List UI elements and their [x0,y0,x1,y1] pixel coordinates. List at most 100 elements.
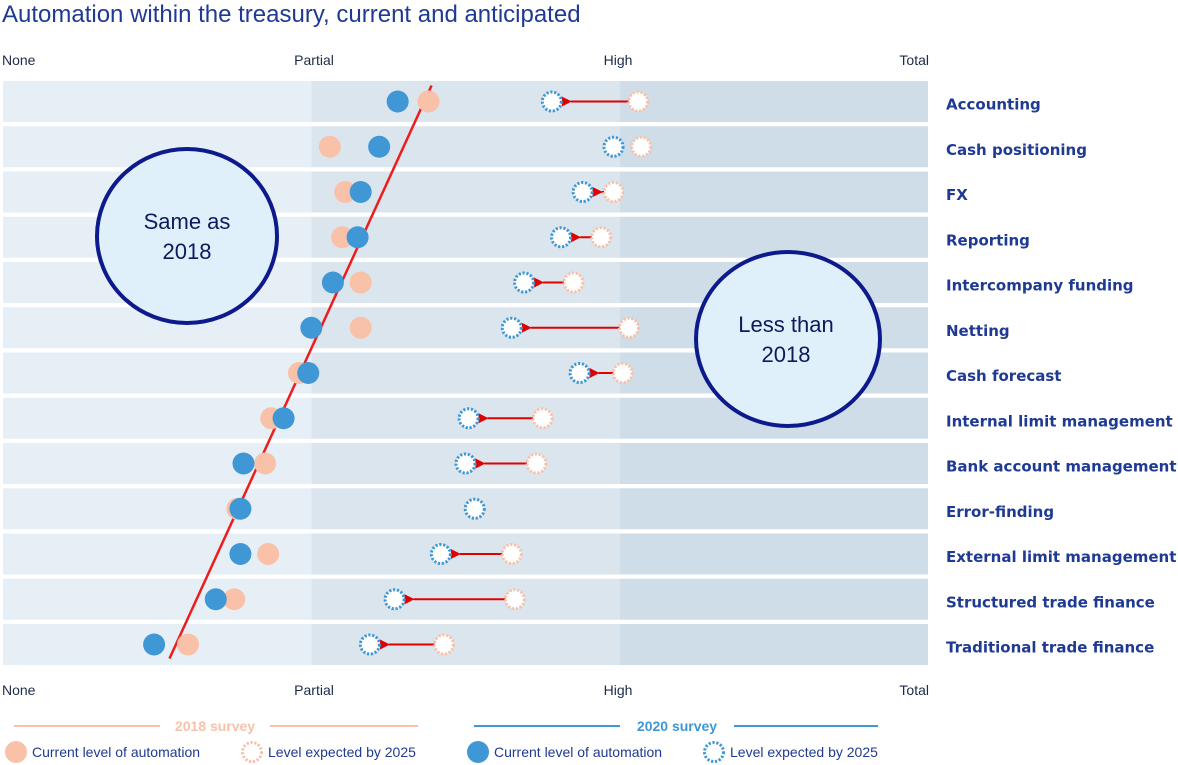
point-2018-current-structured-trade-finance [223,588,246,611]
category-label-cash-forecast: Cash forecast [946,367,1061,385]
bottom-axis-label-partial: Partial [294,682,334,698]
category-label-intercompany-funding: Intercompany funding [946,277,1134,295]
point-2020-current-bank-account-management [232,452,255,475]
same-as-2018-bubble: Same as 2018 [95,147,279,325]
point-2018-expected-fx [602,181,625,203]
row-band-high-total-error-finding [619,488,928,530]
legend-2018-expected-label: Level expected by 2025 [268,744,416,760]
same-as-2018-ellipse [95,147,279,325]
category-label-bank-account-management: Bank account management [946,458,1177,476]
point-2018-expected-cash-positioning [630,135,653,158]
point-2018-expected-traditional-trade-finance [432,633,455,656]
point-2018-expected-cash-forecast [611,362,634,384]
row-band-high-total-traditional-trade-finance [619,624,928,665]
point-2020-current-error-finding [229,497,252,520]
category-label-netting: Netting [946,322,1010,340]
row-band-partial-high-traditional-trade-finance [311,624,620,665]
point-2020-current-external-limit-management [229,543,252,565]
top-axis-label-total: Total [899,52,929,68]
point-2020-expected-structured-trade-finance [383,588,406,611]
legend-2020-heading: 2020 survey [637,718,717,734]
point-2018-current-external-limit-management [257,543,280,565]
point-2018-expected-structured-trade-finance [503,588,526,611]
legend-2020-expected-swatch [703,741,725,763]
legend-2018-current-swatch [5,741,27,763]
same-as-2018-line1: Same as [144,209,231,234]
point-2020-current-fx [349,181,372,203]
category-label-internal-limit-management: Internal limit management [946,412,1173,430]
point-2020-expected-bank-account-management [454,452,477,475]
point-2018-expected-netting [617,316,640,339]
category-label-external-limit-management: External limit management [946,548,1176,566]
point-2020-expected-cash-forecast [568,362,591,384]
point-2018-current-accounting [417,90,440,113]
less-than-2018-ellipse [694,250,882,428]
row-band-high-total-cash-positioning [619,126,928,168]
row-band-partial-high-cash-forecast [311,352,620,394]
point-2018-current-netting [349,316,372,339]
category-label-cash-positioning: Cash positioning [946,141,1087,159]
point-2018-current-bank-account-management [254,452,277,475]
chart-marks [143,90,653,656]
point-2020-expected-cash-positioning [602,135,625,158]
category-label-accounting: Accounting [946,96,1041,114]
row-band-high-total-reporting [619,216,928,258]
legend-2018-heading: 2018 survey [175,718,255,734]
legend: 2018 survey 2020 survey Current level of… [5,718,878,763]
bottom-axis-label-none: None [2,682,36,698]
legend-2018-expected-swatch [241,741,263,763]
point-2020-current-structured-trade-finance [204,588,227,611]
point-2020-expected-accounting [540,90,563,113]
less-than-2018-bubble: Less than 2018 [694,250,882,428]
point-2018-current-fx [334,181,357,203]
point-2020-expected-internal-limit-management [457,407,480,430]
point-2018-current-reporting [331,226,354,249]
point-2018-expected-external-limit-management [500,543,523,565]
row-band-high-total-external-limit-management [619,533,928,575]
point-2018-expected-bank-account-management [525,452,548,475]
point-2020-expected-fx [571,181,594,203]
point-2020-current-intercompany-funding [321,271,344,294]
row-band-none-partial-error-finding [3,488,312,530]
top-axis-label-partial: Partial [294,52,334,68]
point-2018-expected-internal-limit-management [531,407,554,430]
point-2020-expected-error-finding [463,497,486,520]
point-2018-expected-accounting [627,90,650,113]
same-as-2018-line2: 2018 [163,239,212,264]
category-label-error-finding: Error-finding [946,503,1054,521]
less-than-2018-line1: Less than [738,312,833,337]
chart-title: Automation within the treasury, current … [2,1,581,28]
row-band-none-partial-accounting [3,81,312,122]
point-2020-current-cash-positioning [368,135,391,158]
point-2020-current-cash-forecast [297,362,320,384]
category-label-reporting: Reporting [946,231,1030,249]
legend-2020-expected-label: Level expected by 2025 [730,744,878,760]
category-label-traditional-trade-finance: Traditional trade finance [946,639,1154,657]
bottom-axis-label-total: Total [899,682,929,698]
bottom-axis-label-high: High [604,682,633,698]
row-band-high-total-fx [619,171,928,213]
point-2020-current-internal-limit-management [272,407,295,430]
point-2020-expected-external-limit-management [429,543,452,565]
point-2020-current-reporting [346,226,369,249]
row-band-none-partial-internal-limit-management [3,397,312,439]
category-label-fx: FX [946,186,968,204]
legend-2020-current-label: Current level of automation [494,744,662,760]
row-band-none-partial-structured-trade-finance [3,578,312,620]
point-2020-expected-netting [500,316,523,339]
point-2018-expected-intercompany-funding [562,271,585,294]
point-2018-expected-reporting [590,226,613,249]
less-than-2018-line2: 2018 [762,342,811,367]
row-band-high-total-bank-account-management [619,443,928,484]
point-2018-current-traditional-trade-finance [177,633,199,656]
point-2020-current-accounting [386,90,409,113]
point-2020-current-netting [300,316,323,339]
point-2018-current-cash-positioning [318,135,341,158]
point-2020-expected-reporting [550,226,573,249]
top-axis-label-none: None [2,52,36,68]
top-axis-label-high: High [604,52,633,68]
legend-2018-current-label: Current level of automation [32,744,200,760]
row-band-partial-high-cash-positioning [311,126,620,168]
point-2020-expected-traditional-trade-finance [358,633,381,656]
